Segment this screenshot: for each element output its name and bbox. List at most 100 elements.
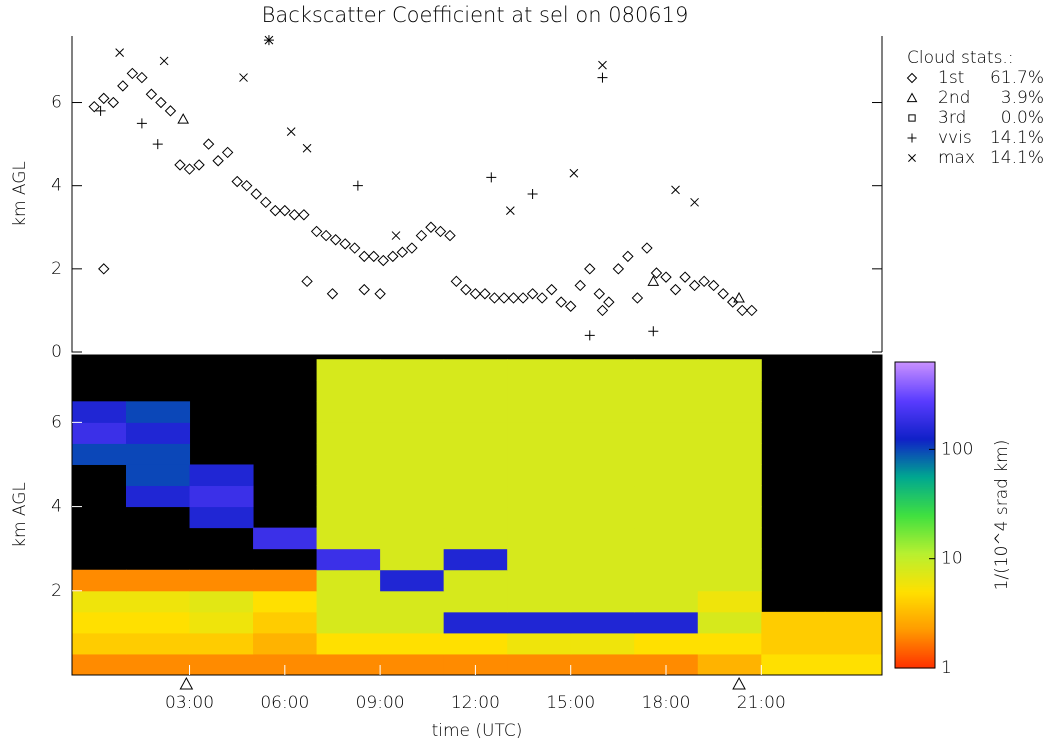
colorbar-segment: [895, 640, 935, 643]
colorbar-segment: [895, 458, 935, 461]
colorbar-segment: [895, 622, 935, 625]
heat-cell: [380, 485, 445, 508]
data-point: [641, 242, 653, 254]
data-point: [690, 197, 699, 207]
legend-value: 0.0%: [1001, 108, 1044, 128]
colorbar-segment: [895, 636, 935, 639]
heat-cell: [189, 611, 254, 634]
colorbar-segment: [895, 486, 935, 489]
data-point: [460, 283, 472, 296]
colorbar-segment: [895, 560, 935, 563]
heat-cell: [697, 485, 762, 508]
heat-cell: [126, 464, 191, 487]
heat-cell: [761, 611, 826, 634]
colorbar-segment: [895, 666, 935, 669]
colorbar-segment: [895, 664, 935, 667]
heat-cell: [316, 443, 381, 465]
data-point: [98, 263, 110, 275]
colorbar-segment: [895, 588, 935, 591]
heat-cell: [507, 569, 572, 592]
colorbar-segment: [895, 472, 935, 475]
data-point: [260, 196, 272, 209]
data-point: [126, 67, 139, 80]
colorbar-segment: [895, 430, 935, 433]
legend-value: 14.1%: [990, 148, 1044, 168]
data-point: [415, 229, 428, 242]
data-point: [434, 225, 447, 238]
colorbar-segment: [895, 422, 935, 425]
heat-cell: [634, 422, 699, 444]
heat-cell: [316, 590, 381, 613]
heat-cell: [634, 653, 699, 675]
data-point: [746, 304, 758, 317]
y-tick-label: 4: [51, 497, 62, 517]
heat-cell: [189, 464, 254, 487]
data-point: [631, 292, 644, 304]
heat-cell: [570, 569, 635, 592]
colorbar-segment: [895, 398, 935, 401]
colorbar-segment: [895, 618, 935, 621]
colorbar-segment: [895, 582, 935, 585]
data-point: [221, 146, 234, 159]
heat-cell: [634, 569, 699, 592]
data-point: [584, 263, 596, 275]
heat-cell: [443, 527, 508, 550]
heat-cell: [380, 464, 445, 487]
colorbar-segment: [895, 642, 935, 645]
heat-cell: [824, 632, 882, 655]
legend-label: max: [938, 148, 975, 168]
heat-cell: [72, 611, 127, 634]
colorbar-segment: [895, 564, 935, 567]
colorbar-segment: [895, 434, 935, 437]
colorbar-segment: [895, 444, 935, 447]
x-tick-label: 18:00: [642, 693, 691, 713]
colorbar-segment: [895, 412, 935, 415]
data-point: [302, 143, 312, 153]
heat-cell: [189, 506, 254, 529]
colorbar-segment: [895, 386, 935, 389]
colorbar-frame: [894, 361, 936, 669]
heat-cell: [316, 464, 381, 487]
heat-cell: [126, 632, 191, 655]
data-point: [368, 250, 380, 263]
colorbar-tick-label: 100: [941, 439, 973, 459]
heat-cell: [443, 548, 508, 571]
colorbar-segment: [895, 490, 935, 493]
colorbar-segment: [895, 484, 935, 487]
data-point: [174, 159, 186, 171]
axis-line: [71, 36, 883, 353]
colorbar-segment: [895, 414, 935, 417]
colorbar-segment: [895, 572, 935, 575]
colorbar-segment: [895, 604, 935, 607]
data-point: [569, 168, 579, 178]
heat-cell: [507, 359, 572, 381]
colorbar-segment: [895, 578, 935, 581]
daylight-marker: [732, 676, 746, 690]
colorbar-segment: [895, 512, 935, 515]
colorbar-segment: [895, 520, 935, 523]
heat-cell: [570, 548, 635, 571]
colorbar-segment: [895, 474, 935, 477]
legend-label: 1st: [938, 68, 964, 88]
data-point: [115, 48, 125, 57]
colorbar-segment: [895, 514, 935, 517]
data-point: [603, 296, 615, 308]
heat-cell: [634, 485, 699, 508]
heat-cell: [443, 464, 508, 487]
heat-cell: [380, 611, 445, 634]
data-point: [593, 288, 606, 300]
heat-cell: [316, 380, 381, 402]
heat-cell: [316, 611, 381, 634]
data-point: [88, 100, 100, 113]
colorbar-segment: [895, 628, 935, 631]
data-point: [698, 275, 710, 288]
heat-cell: [697, 590, 762, 613]
data-point: [358, 283, 370, 296]
colorbar-segment: [895, 660, 935, 663]
heat-cell: [253, 632, 318, 655]
x-tick-label: 03:00: [165, 693, 214, 713]
data-point: [326, 288, 339, 300]
data-point: [526, 288, 539, 300]
heat-cell: [72, 632, 127, 655]
